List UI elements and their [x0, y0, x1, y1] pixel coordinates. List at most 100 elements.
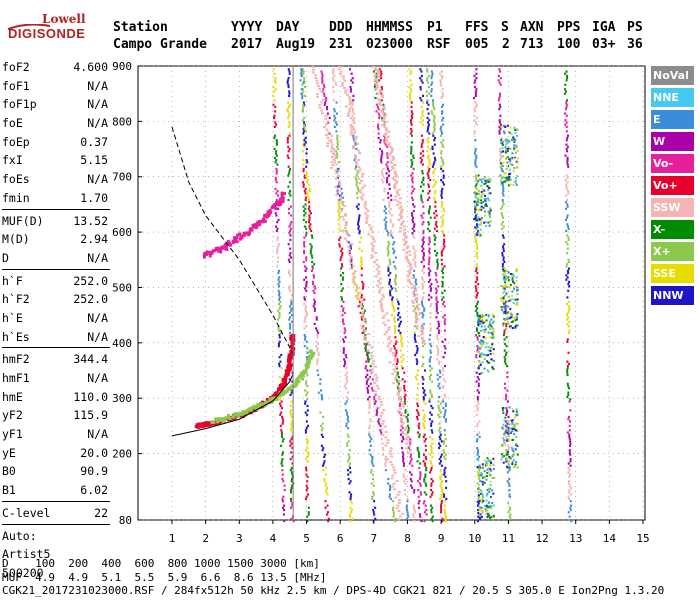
param-value: N/A: [87, 371, 108, 385]
y-tick-label: 900: [112, 60, 132, 73]
param-label: yE: [2, 445, 16, 460]
interference-stripe: [563, 70, 573, 523]
x-tick-label: 12: [535, 532, 548, 545]
echo-cluster: [476, 313, 496, 376]
header-label-iga: IGA: [592, 20, 616, 35]
param-row: B1 6.02: [2, 481, 110, 500]
echo-cluster: [473, 174, 492, 237]
param-row: hmE 110.0: [2, 388, 110, 407]
y-tick-label: 300: [112, 392, 132, 405]
param-value: 22: [94, 505, 108, 520]
header-label-pps: PPS: [557, 20, 581, 35]
interference-stripe: [301, 68, 310, 523]
header-value-hhmmss: 023000: [366, 37, 413, 52]
param-label: fxI: [2, 153, 23, 168]
header-value-yyyy: 2017: [231, 37, 263, 52]
distance-row: D 100 200 400 600 800 1000 1500 3000 [km…: [2, 557, 320, 570]
param-label: foF1p: [2, 97, 37, 112]
x-tick-label: 3: [236, 532, 243, 545]
legend-nnw: NNW: [651, 286, 694, 305]
echo-cluster: [476, 457, 496, 520]
x-tick-label: 9: [438, 532, 445, 545]
footer: D 100 200 400 600 800 1000 1500 3000 [km…: [2, 557, 664, 598]
param-row: M(D) 2.94: [2, 230, 110, 249]
interference-stripe: [419, 68, 428, 523]
color-legend: NoVal NNE E W Vo- Vo+ SSW X- X+ SSE NNW: [651, 66, 694, 308]
electron-density-profile: [171, 373, 294, 437]
param-row: fmin 1.70: [2, 189, 110, 208]
x-tick-label: 2: [202, 532, 209, 545]
param-row: yF2 115.9: [2, 406, 110, 425]
x-tick-label: 6: [337, 532, 344, 545]
param-row: hmF2 344.4: [2, 350, 110, 369]
legend-x-: X-: [651, 220, 694, 239]
param-value: N/A: [87, 97, 108, 112]
param-row: MUF(D) 13.52: [2, 212, 110, 231]
param-value: N/A: [87, 116, 108, 131]
y-tick-label: 400: [112, 337, 132, 350]
parameter-panel: foF2 4.600 foF1 N/A foF1p N/A foE N/A foEp 0.37 fx…: [2, 58, 110, 583]
param-row: yE 20.0: [2, 444, 110, 463]
header-value-ddd: 231: [329, 37, 353, 52]
x-tick-label: 7: [371, 532, 378, 545]
param-label: B1: [2, 483, 16, 498]
param-label: foEs: [2, 172, 30, 187]
param-label: h`Es: [2, 329, 30, 344]
param-row: h`F2 252.0: [2, 290, 110, 309]
param-label: foF2: [2, 60, 30, 74]
header-label-yyyy: YYYY: [231, 20, 263, 35]
param-value: 252.0: [73, 292, 108, 307]
param-row: h`E N/A: [2, 309, 110, 328]
param-label: fmin: [2, 190, 30, 205]
auto-scaling-line3: 500200: [2, 565, 44, 580]
param-label: M(D): [2, 232, 30, 247]
param-label: h`F: [2, 273, 23, 288]
legend-e: E: [651, 110, 694, 129]
x-tick-label: 4: [270, 532, 277, 545]
muf-row: MUF 4.9 4.9 5.1 5.5 5.9 6.6 8.6 13.5 [MH…: [2, 570, 327, 584]
interference-stripe: [425, 68, 434, 523]
param-row: yF1 N/A: [2, 425, 110, 444]
y-tick-label: 800: [112, 115, 132, 128]
x-tick-label: 13: [569, 532, 582, 545]
header-label-station: Station: [113, 20, 168, 35]
x-mode-trace: [210, 349, 316, 424]
param-row: foF1p N/A: [2, 95, 110, 114]
logo-product: DIGISONDE: [8, 26, 86, 41]
x-tick-label: 8: [404, 532, 411, 545]
param-value: 344.4: [73, 352, 108, 367]
x-tick-label: 15: [636, 532, 649, 545]
param-divider: [2, 523, 110, 525]
param-value: 20.0: [80, 445, 108, 460]
y-tick-label: 200: [112, 448, 132, 461]
legend-vo-: Vo-: [651, 154, 694, 173]
param-value: 115.9: [73, 408, 108, 423]
header-label-ffs: FFS: [465, 20, 489, 35]
echo-cluster: [500, 268, 519, 330]
param-value: 5.15: [80, 153, 108, 168]
param-value: 1.70: [80, 190, 108, 205]
x-tick-label: 10: [468, 532, 481, 545]
interference-stripe: [299, 68, 330, 523]
header-label-ps: PS: [627, 20, 643, 35]
x-tick-label: 5: [303, 532, 310, 545]
interference-stripe: [430, 70, 444, 523]
muf-curve: [171, 126, 294, 355]
header-value-station: Campo Grande: [113, 37, 207, 52]
param-label: D: [2, 250, 9, 265]
param-label: h`E: [2, 310, 23, 325]
legend-w: W: [651, 132, 694, 151]
legend-sse: SSE: [651, 264, 694, 283]
second-hop-trace: [202, 191, 287, 259]
legend-x-: X+: [651, 242, 694, 261]
echo-cluster: [500, 124, 519, 187]
param-divider: [2, 268, 110, 270]
param-value: N/A: [87, 329, 108, 344]
param-divider: [2, 500, 110, 502]
echo-cluster: [500, 406, 519, 470]
header-value-pps: 100: [557, 37, 581, 52]
header-value-s: 2: [502, 37, 510, 52]
header-label-axn: AXN: [520, 20, 544, 35]
param-label: MUF(D): [2, 213, 44, 228]
